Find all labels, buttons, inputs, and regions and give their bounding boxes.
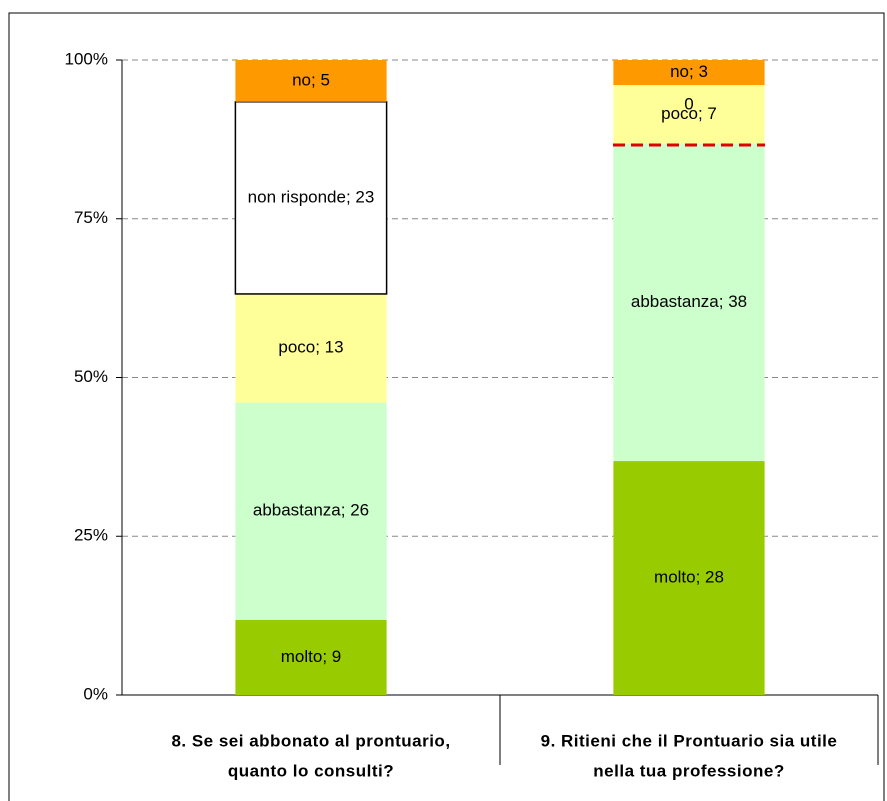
data-label: no; 5 [292,70,330,89]
y-tick-label: 100% [65,49,108,68]
data-label: poco; 7 [661,104,717,123]
x-tick-label: 9. Ritieni che il Prontuario sia utile [541,731,838,750]
data-label: molto; 28 [654,568,724,587]
x-tick-label: nella tua professione? [593,761,784,780]
bar-segment [235,402,387,620]
bar-segment [613,85,765,144]
data-label: non risponde; 23 [248,187,375,206]
data-label: no; 3 [670,62,708,81]
bar-segment [235,619,387,695]
data-label: molto; 9 [281,647,341,666]
bar-segment [613,461,765,695]
bar-segment [235,60,387,102]
bar-segment [613,60,765,86]
y-tick-label: 75% [74,208,108,227]
y-tick-label: 25% [74,526,108,545]
y-tick-label: 50% [74,367,108,386]
bar-segment [234,101,388,295]
x-tick-label: quanto lo consulti? [228,761,394,780]
y-tick-label: 0% [83,684,108,703]
data-label: abbastanza; 26 [253,501,369,520]
data-label: poco; 13 [278,338,343,357]
bar-segment [235,293,387,403]
x-tick-label: 8. Se sei abbonato al prontuario, [171,731,450,750]
data-label: 0 [684,95,693,114]
data-label: abbastanza; 38 [631,292,747,311]
bar-segment [613,143,765,462]
